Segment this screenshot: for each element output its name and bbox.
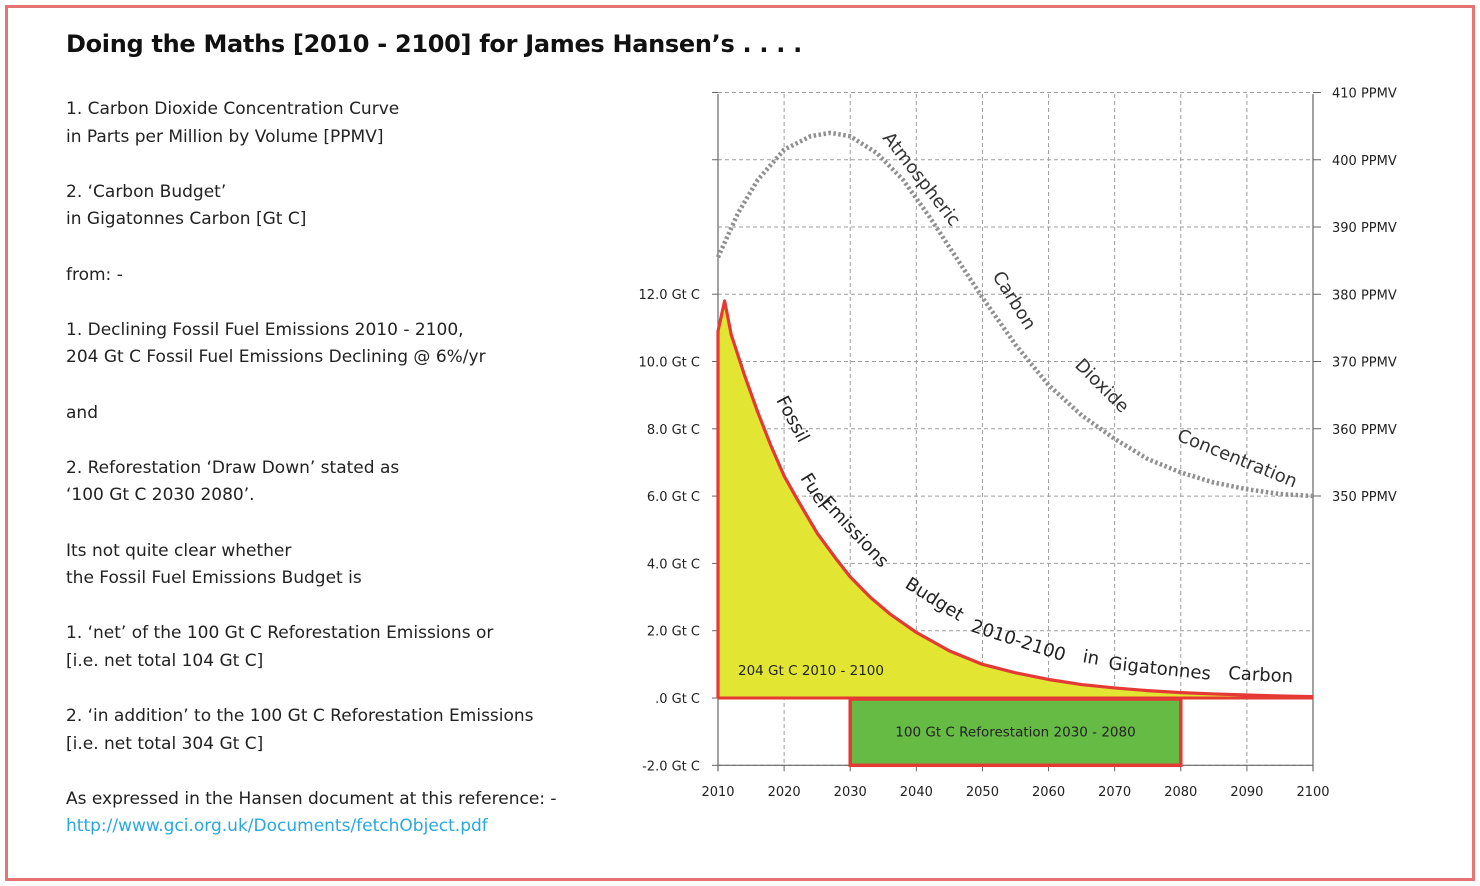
page-title: Doing the Maths [2010 - 2100] for James … (66, 30, 802, 58)
emissions-area (718, 300, 1313, 698)
reforestation-label: 100 Gt C Reforestation 2030 - 2080 (895, 725, 1135, 741)
emissions-curve-label-word: Gigatonnes (1107, 653, 1211, 685)
co2-curve-label-word: Concentration (1174, 425, 1300, 492)
reference-link[interactable]: http://www.gci.org.uk/Documents/fetchObj… (66, 816, 488, 837)
x-tick-label: 2020 (768, 785, 801, 800)
right-tick-label: 400 PPMV (1332, 154, 1397, 169)
left-tick-label: 12.0 Gt C (639, 288, 700, 303)
left-tick-label: .0 Gt C (655, 692, 700, 707)
x-tick-label: 2100 (1296, 785, 1329, 800)
emissions-curve-label-word: 2010-2100 (968, 616, 1068, 666)
co2-concentration-line (715, 130, 1314, 499)
x-tick-label: 2080 (1164, 785, 1197, 800)
notes-line: 1. ‘net’ of the 100 Gt C Reforestation E… (66, 623, 494, 644)
x-tick-label: 2060 (1032, 785, 1065, 800)
notes-line: 2. Reforestation ‘Draw Down’ stated as (66, 457, 400, 478)
left-tick-label: 2.0 Gt C (647, 625, 700, 640)
notes-line: 1. Declining Fossil Fuel Emissions 2010 … (66, 319, 464, 340)
notes-line: ‘100 Gt C 2030 2080’. (66, 485, 255, 506)
left-tick-label: 4.0 Gt C (647, 557, 700, 572)
right-tick-label: 370 PPMV (1332, 356, 1397, 371)
left-tick-label: 6.0 Gt C (647, 490, 700, 505)
notes-line: from: - (66, 264, 123, 285)
left-tick-label: -2.0 Gt C (642, 759, 700, 774)
emissions-curve-label-word: in (1081, 646, 1101, 670)
notes-line: the Fossil Fuel Emissions Budget is (66, 568, 362, 589)
notes-line: Its not quite clear whether (66, 540, 292, 561)
notes-line: in Gigatonnes Carbon [Gt C] (66, 209, 307, 230)
x-tick-label: 2010 (701, 785, 734, 800)
notes-line: 2. ‘Carbon Budget’ (66, 181, 227, 202)
co2-curve-label-word: Dioxide (1070, 355, 1133, 418)
notes-line: [i.e. net total 304 Gt C] (66, 733, 264, 754)
emissions-area-label: 204 Gt C 2010 - 2100 (738, 663, 884, 679)
x-tick-label: 2070 (1098, 785, 1131, 800)
right-tick-label: 390 PPMV (1332, 221, 1397, 236)
notes-panel: 1. Carbon Dioxide Concentration Curve in … (66, 96, 626, 841)
x-tick-label: 2030 (834, 785, 867, 800)
notes-line: 204 Gt C Fossil Fuel Emissions Declining… (66, 347, 486, 368)
emissions-curve-label-word: Carbon (1228, 663, 1294, 687)
emissions-curve-label-word: Fossil (772, 392, 814, 446)
notes-line: As expressed in the Hansen document at t… (66, 788, 557, 809)
left-tick-label: 10.0 Gt C (639, 356, 700, 371)
notes-line: 1. Carbon Dioxide Concentration Curve (66, 99, 400, 119)
co2-curve-label-word: Carbon (988, 268, 1040, 334)
left-tick-label: 8.0 Gt C (647, 423, 700, 438)
notes-line: [i.e. net total 104 Gt C] (66, 650, 264, 671)
co2-curve-label-word: Atmospheric (878, 128, 964, 230)
right-tick-label: 360 PPMV (1332, 423, 1397, 438)
x-tick-label: 2050 (966, 785, 999, 800)
right-tick-label: 350 PPMV (1332, 490, 1397, 505)
emissions-curve-label-word: Budget (901, 573, 967, 625)
notes-line: and (66, 402, 98, 423)
right-tick-label: 410 PPMV (1332, 87, 1397, 102)
right-tick-label: 380 PPMV (1332, 288, 1397, 303)
x-tick-label: 2040 (900, 785, 933, 800)
x-tick-label: 2090 (1230, 785, 1263, 800)
notes-line: in Parts per Million by Volume [PPMV] (66, 126, 384, 147)
emissions-line (716, 299, 1314, 699)
notes-line: 2. ‘in addition’ to the 100 Gt C Refores… (66, 706, 534, 727)
